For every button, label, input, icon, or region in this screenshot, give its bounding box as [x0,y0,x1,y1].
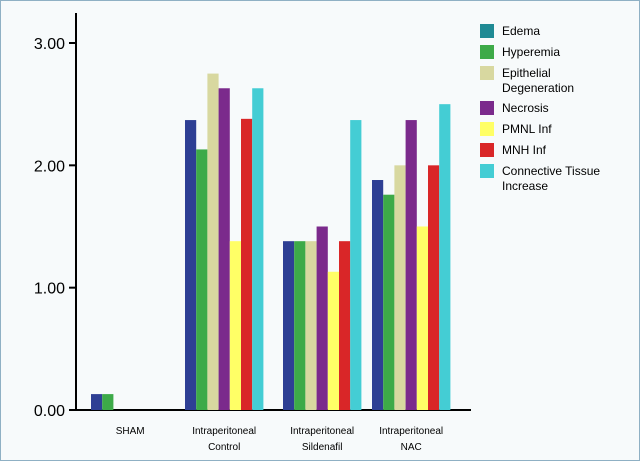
legend-label: Edema [502,24,540,38]
legend-swatch [480,45,494,59]
bar-pmnl-inf-2 [327,271,339,410]
category-label: Intraperitoneal NAC [379,426,443,453]
bar-epithelial-degeneration-1 [207,73,219,410]
bar-edema-3 [372,180,384,410]
bar-mnh-inf-3 [428,165,440,410]
bar-hyperemia-1 [196,149,208,410]
y-tick-label: 3.00 [34,36,65,53]
y-tick-label: 1.00 [34,281,65,298]
legend-label: MNH Inf [502,143,547,157]
category-label: Intraperitoneal Control [192,426,256,453]
bars [91,73,451,411]
legend-swatch [480,143,494,157]
bar-epithelial-degeneration-3 [394,165,406,410]
legend-swatch [480,101,494,115]
category-labels: SHAM Intraperitoneal Control Intraperitonea… [116,426,443,453]
bar-hyperemia-2 [294,241,306,410]
bar-epithelial-degeneration-2 [305,241,317,410]
bar-connective-tissue-increase-1 [252,88,264,410]
bar-hyperemia-0 [102,394,114,410]
legend-swatch [480,164,494,178]
bar-connective-tissue-increase-3 [439,104,451,411]
bar-edema-2 [283,241,295,410]
bar-mnh-inf-2 [339,241,351,410]
bar-pmnl-inf-1 [229,241,241,410]
legend-swatch [480,66,494,80]
legend-label: Necrosis [502,101,549,115]
bar-necrosis-3 [405,120,417,410]
legend-label: Epithelial Degeneration [502,66,574,95]
legend-label: Connective Tissue Increase [502,164,600,193]
bar-connective-tissue-increase-2 [350,120,362,410]
legend-label: Hyperemia [502,45,560,59]
axes: 0.00 1.00 2.00 3.00 [34,13,471,420]
bar-edema-1 [185,120,197,410]
bar-necrosis-2 [316,226,328,410]
bar-edema-0 [91,394,103,410]
y-tick-label: 2.00 [34,158,65,175]
legend-swatch [480,24,494,38]
y-tick-label: 0.00 [34,403,65,420]
legend: Edema Hyperemia Epithelial Degeneration Necr… [480,24,600,193]
category-label: Intraperitoneal Sildenafil [290,426,354,453]
category-label: SHAM [116,426,145,437]
bar-necrosis-1 [218,88,230,410]
legend-label: PMNL Inf [502,122,552,136]
bar-mnh-inf-1 [241,118,253,410]
bar-hyperemia-3 [383,194,395,410]
bar-pmnl-inf-3 [416,226,428,410]
legend-swatch [480,122,494,136]
